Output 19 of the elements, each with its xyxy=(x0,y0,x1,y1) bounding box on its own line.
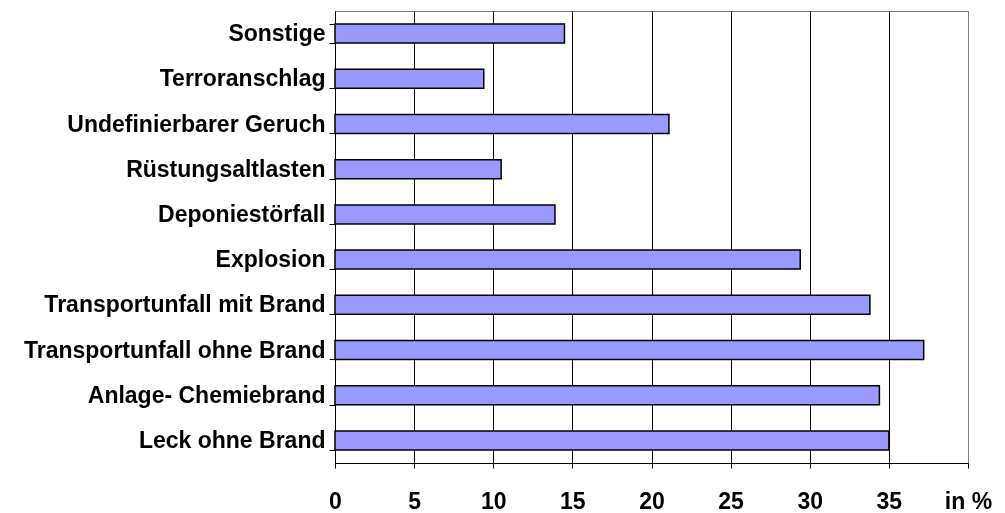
x-tick-label: 0 xyxy=(329,487,342,513)
x-tick-label: 15 xyxy=(560,487,586,513)
x-tick-label: 30 xyxy=(797,487,824,513)
y-tick-label: Deponiestörfall xyxy=(158,200,326,227)
y-tick-label: Terroranschlag xyxy=(159,65,326,92)
y-tick-label: Anlage- Chemiebrand xyxy=(87,381,326,408)
x-tick-label: in % xyxy=(944,487,993,513)
y-tick-label: Transportunfall mit Brand xyxy=(44,291,326,318)
y-tick-label: Leck ohne Brand xyxy=(138,426,326,453)
y-tick-label: Undefinierbarer Geruch xyxy=(67,110,326,137)
x-tick-label: 10 xyxy=(480,487,507,513)
x-tick-label: 20 xyxy=(639,487,665,513)
y-tick-label: Explosion xyxy=(215,246,326,273)
x-tick-label: 25 xyxy=(718,487,745,513)
x-tick-label: 5 xyxy=(408,487,422,513)
y-tick-label: Transportunfall ohne Brand xyxy=(23,336,326,363)
y-tick-label: Rüstungsaltlasten xyxy=(126,155,326,182)
y-tick-label: Sonstige xyxy=(228,20,326,47)
x-tick-label: 35 xyxy=(876,487,903,513)
